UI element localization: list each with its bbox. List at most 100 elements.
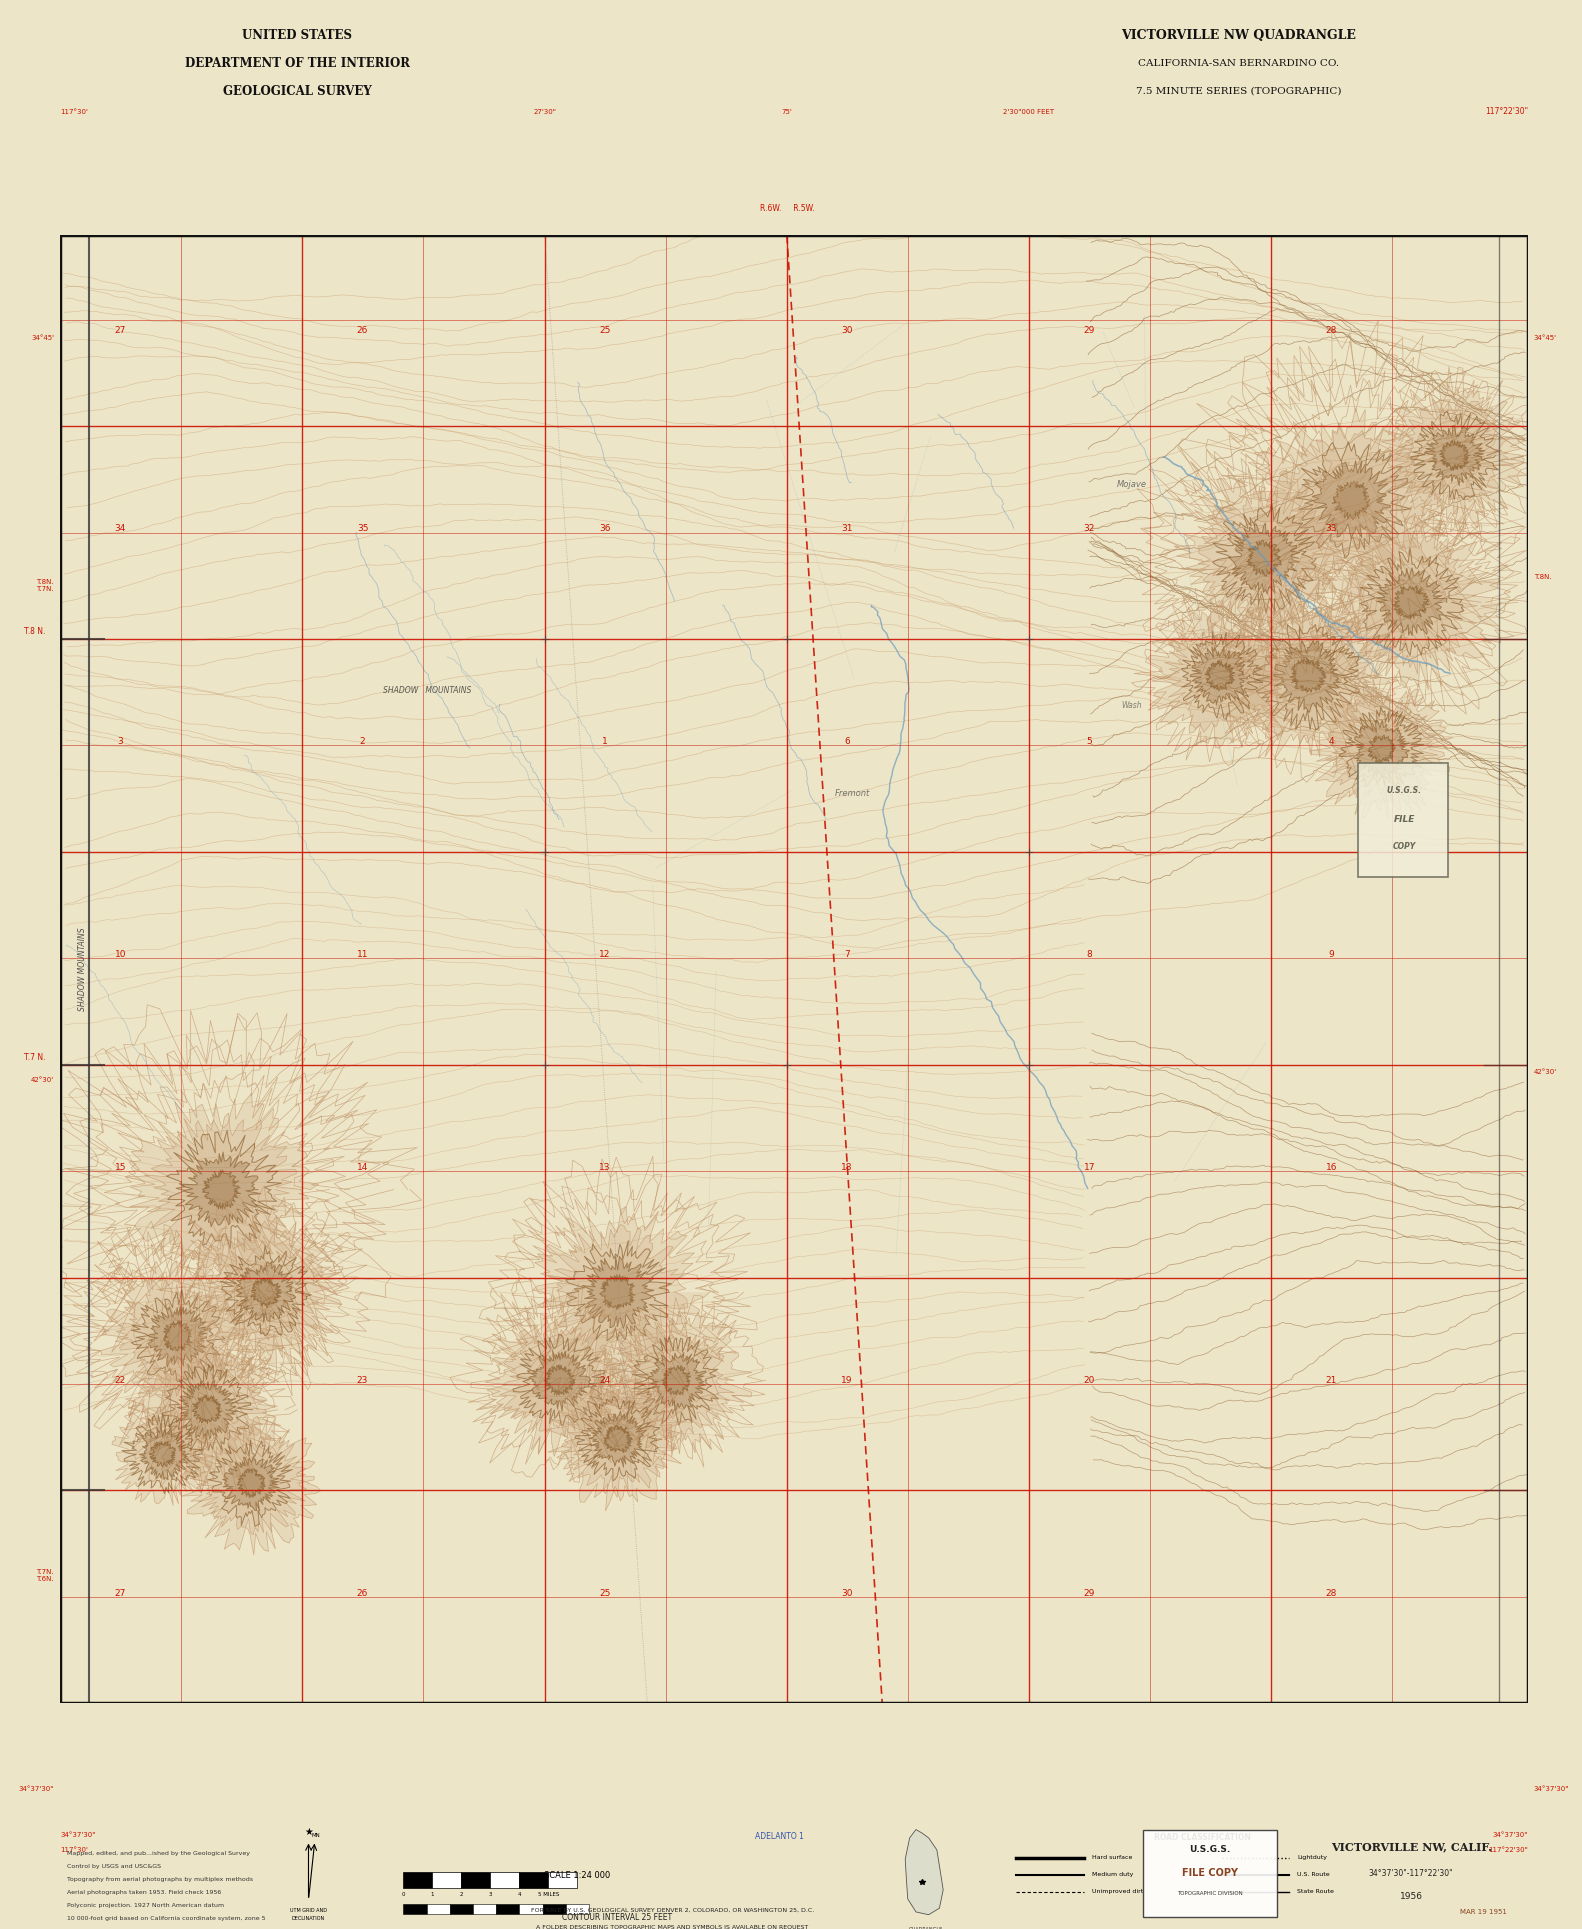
Polygon shape xyxy=(1338,530,1481,673)
Bar xyxy=(490,1873,519,1888)
Text: 42°30': 42°30' xyxy=(1533,1069,1557,1074)
Bar xyxy=(403,1873,432,1888)
Text: 2: 2 xyxy=(359,737,365,747)
Polygon shape xyxy=(1274,422,1432,575)
Text: 28: 28 xyxy=(1326,1589,1337,1597)
Text: 34°37'30"-117°22'30": 34°37'30"-117°22'30" xyxy=(1368,1869,1454,1877)
Text: T.7N.
T.6N.: T.7N. T.6N. xyxy=(36,1568,54,1582)
Polygon shape xyxy=(1229,523,1300,594)
Text: 4: 4 xyxy=(1329,737,1334,747)
Polygon shape xyxy=(633,1337,718,1426)
Polygon shape xyxy=(1368,735,1395,764)
Polygon shape xyxy=(115,1279,239,1399)
Polygon shape xyxy=(513,1335,606,1426)
Text: 7: 7 xyxy=(845,951,850,959)
Bar xyxy=(519,1873,549,1888)
Text: SCALE 1:24 000: SCALE 1:24 000 xyxy=(544,1871,611,1881)
Text: 26: 26 xyxy=(358,326,369,336)
Bar xyxy=(497,1904,519,1914)
Text: 31: 31 xyxy=(842,525,853,534)
Text: 19: 19 xyxy=(842,1375,853,1385)
Polygon shape xyxy=(1381,382,1527,532)
Text: T.7 N.: T.7 N. xyxy=(24,1053,46,1061)
Polygon shape xyxy=(1147,600,1289,748)
Text: Mojave: Mojave xyxy=(1117,480,1147,490)
Text: 27: 27 xyxy=(114,326,127,336)
Polygon shape xyxy=(661,1366,690,1395)
Polygon shape xyxy=(177,1381,237,1439)
Text: CALIFORNIA-SAN BERNARDINO CO.: CALIFORNIA-SAN BERNARDINO CO. xyxy=(1137,60,1340,68)
Text: Wash: Wash xyxy=(1122,700,1142,710)
Text: 34: 34 xyxy=(114,525,127,534)
Polygon shape xyxy=(122,1414,202,1493)
Polygon shape xyxy=(139,1427,190,1480)
Text: 32: 32 xyxy=(1084,525,1095,534)
Polygon shape xyxy=(1274,640,1343,712)
Polygon shape xyxy=(1359,548,1463,656)
Text: UNITED STATES: UNITED STATES xyxy=(242,29,353,42)
Polygon shape xyxy=(603,1310,751,1456)
Text: U.S. Route: U.S. Route xyxy=(1297,1871,1330,1877)
Text: SHADOW   MOUNTAINS: SHADOW MOUNTAINS xyxy=(383,687,471,694)
Bar xyxy=(449,1904,473,1914)
Text: UTM GRID AND: UTM GRID AND xyxy=(290,1908,327,1914)
Polygon shape xyxy=(589,1410,645,1468)
Text: 34°37'30": 34°37'30" xyxy=(19,1786,54,1792)
Text: Aerial photographs taken 1953. Field check 1956: Aerial photographs taken 1953. Field che… xyxy=(68,1890,221,1896)
Text: 10 000-foot grid based on California coordinate system, zone 5: 10 000-foot grid based on California coo… xyxy=(68,1917,266,1921)
Text: DEPARTMENT OF THE INTERIOR: DEPARTMENT OF THE INTERIOR xyxy=(185,58,410,69)
Polygon shape xyxy=(600,1275,634,1310)
Polygon shape xyxy=(202,1171,240,1209)
Polygon shape xyxy=(547,1370,687,1510)
Polygon shape xyxy=(500,1323,619,1437)
Text: 25: 25 xyxy=(600,326,611,336)
Text: Mapped, edited, and pub...ished by the Geological Survey: Mapped, edited, and pub...ished by the G… xyxy=(68,1852,250,1856)
Text: Polyconic projection. 1927 North American datum: Polyconic projection. 1927 North America… xyxy=(68,1904,225,1908)
Text: ROAD CLASSIFICATION: ROAD CLASSIFICATION xyxy=(1153,1833,1251,1842)
Text: 1: 1 xyxy=(430,1892,433,1896)
Text: 1956: 1956 xyxy=(1400,1892,1422,1900)
Text: 7.5 MINUTE SERIES (TOPOGRAPHIC): 7.5 MINUTE SERIES (TOPOGRAPHIC) xyxy=(1136,87,1342,96)
Text: FOR SALE BY U.S. GEOLOGICAL SURVEY DENVER 2, COLORADO, OR WASHINGTON 25, D.C.: FOR SALE BY U.S. GEOLOGICAL SURVEY DENVE… xyxy=(530,1908,815,1914)
Text: U.S.G.S.: U.S.G.S. xyxy=(1190,1846,1231,1854)
Polygon shape xyxy=(574,1397,661,1481)
Text: 15: 15 xyxy=(114,1163,127,1173)
Polygon shape xyxy=(1247,540,1281,577)
Polygon shape xyxy=(544,1364,574,1395)
Polygon shape xyxy=(182,1416,321,1555)
Polygon shape xyxy=(905,1829,943,1915)
Text: 8: 8 xyxy=(1087,951,1092,959)
Polygon shape xyxy=(112,1400,217,1505)
Text: State Route: State Route xyxy=(1297,1888,1334,1894)
Text: FILE: FILE xyxy=(1394,816,1414,824)
Polygon shape xyxy=(182,1152,261,1227)
Polygon shape xyxy=(1198,486,1332,631)
Text: T.8 N.: T.8 N. xyxy=(24,627,46,637)
Text: MAR 19 1951: MAR 19 1951 xyxy=(1460,1908,1508,1915)
Text: 35: 35 xyxy=(358,525,369,534)
Polygon shape xyxy=(1392,586,1429,619)
Polygon shape xyxy=(1236,606,1372,745)
Polygon shape xyxy=(149,1306,207,1366)
Text: A FOLDER DESCRIBING TOPOGRAPHIC MAPS AND SYMBOLS IS AVAILABLE ON REQUEST: A FOLDER DESCRIBING TOPOGRAPHIC MAPS AND… xyxy=(536,1925,808,1929)
Text: 117°30': 117°30' xyxy=(60,108,89,116)
Text: 11: 11 xyxy=(358,951,369,959)
Text: 117°22'30": 117°22'30" xyxy=(1485,108,1528,116)
Text: ADELANTO 1: ADELANTO 1 xyxy=(755,1833,804,1840)
Text: VICTORVILLE NW, CALIF.: VICTORVILLE NW, CALIF. xyxy=(1330,1842,1492,1852)
Text: 28: 28 xyxy=(1326,326,1337,336)
Polygon shape xyxy=(562,1385,676,1497)
Text: ★: ★ xyxy=(304,1827,313,1836)
Text: Topography from aerial photographs by multiplex methods: Topography from aerial photographs by mu… xyxy=(68,1877,253,1883)
Bar xyxy=(566,1904,589,1914)
Polygon shape xyxy=(1251,407,1446,590)
Text: CONTOUR INTERVAL 25 FEET: CONTOUR INTERVAL 25 FEET xyxy=(562,1914,672,1921)
Text: 27: 27 xyxy=(114,1589,127,1597)
Text: GEOLOGICAL SURVEY: GEOLOGICAL SURVEY xyxy=(223,85,372,98)
Polygon shape xyxy=(149,1352,266,1470)
Bar xyxy=(473,1904,497,1914)
Polygon shape xyxy=(206,1233,327,1352)
Polygon shape xyxy=(1182,631,1262,720)
Polygon shape xyxy=(193,1426,308,1535)
Polygon shape xyxy=(1296,442,1411,557)
